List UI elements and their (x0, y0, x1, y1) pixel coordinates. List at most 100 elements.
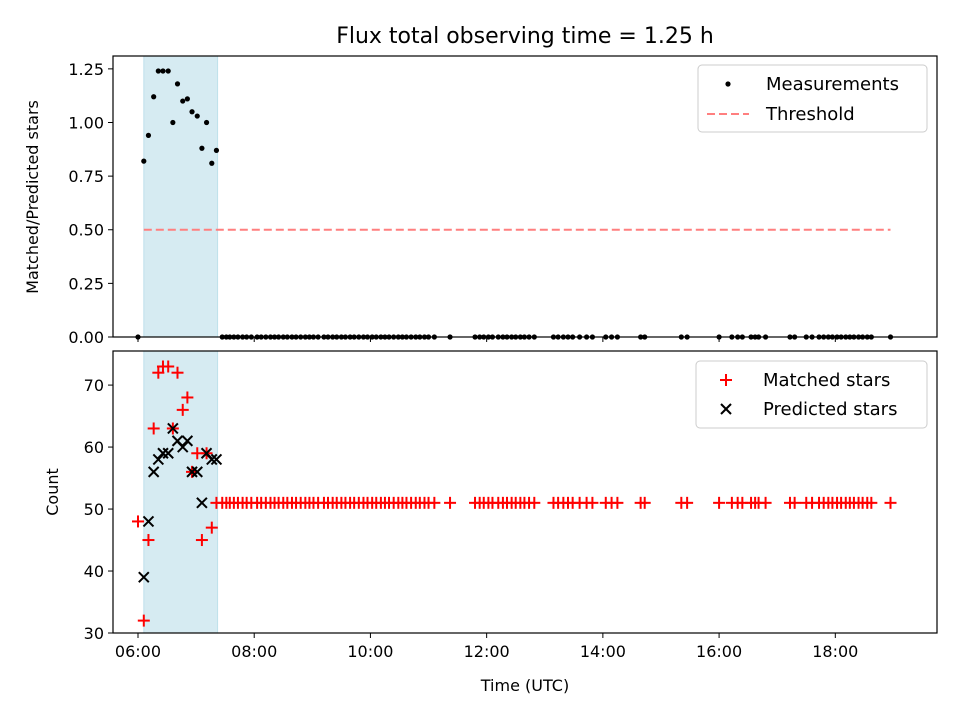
measurement-point (180, 98, 186, 104)
measurement-point (194, 113, 200, 119)
predicted-star-stroke-b (181, 435, 194, 447)
predicted-star-point (191, 466, 203, 478)
predicted-star-stroke-b (171, 435, 184, 447)
observing-window-shade-top (143, 55, 219, 338)
measurement-point (165, 68, 171, 74)
matched-star-point (205, 521, 218, 534)
matched-star-point (147, 422, 160, 435)
matched-star-point (195, 534, 208, 547)
top-panel: 0.00 0.25 0.50 0.75 1.00 1.25 Matched/Predict… (23, 55, 938, 347)
matched-star-point (428, 496, 441, 509)
top-y-axis-label: Matched/Predicted stars (23, 100, 42, 294)
predicted-star-point (196, 497, 208, 509)
legend-measurements-label: Measurements (766, 74, 899, 95)
predicted-star-point (177, 441, 189, 453)
measurement-point (199, 145, 205, 151)
measurement-point (184, 96, 190, 102)
measurement-point (170, 119, 176, 126)
predicted-star-point (138, 571, 150, 583)
matched-star-point (142, 534, 155, 547)
predicted-star-stroke-b (138, 571, 150, 583)
y-tick-label: 60 (84, 438, 104, 457)
bottom-y-axis-label: Count (43, 468, 62, 516)
y-tick-label: 0.00 (68, 328, 104, 347)
top-legend-box (697, 64, 928, 133)
predicted-star-stroke-b (162, 447, 174, 459)
bottom-x-ticks: 06:00 08:00 10:00 12:00 14:00 16:00 18:00 (115, 633, 858, 661)
predicted-star-point (157, 447, 169, 459)
y-tick-label: 30 (84, 624, 104, 643)
measurement-point (203, 119, 210, 126)
x-tick-label: 10:00 (347, 642, 393, 661)
matched-star-point (586, 496, 599, 509)
predicted-star-point (167, 422, 179, 435)
y-tick-label: 0.25 (68, 274, 104, 293)
matched-star-point (162, 360, 175, 373)
bottom-legend: Matched stars Predicted stars (695, 360, 928, 429)
y-tick-label: 1.00 (68, 113, 104, 132)
x-tick-label: 18:00 (812, 642, 858, 661)
matched-star-point (444, 496, 457, 509)
measurement-point (151, 94, 157, 100)
measurement-point (189, 109, 195, 115)
predicted-star-point (162, 447, 174, 459)
matched-star-point (152, 366, 165, 379)
matched-star-point (681, 496, 694, 509)
legend-matched-marker (720, 374, 732, 386)
predicted-star-stroke-b (157, 447, 169, 459)
matched-star-point (171, 366, 184, 379)
matched-star-point (865, 496, 878, 509)
predicted-stars-points (138, 422, 223, 583)
matched-star-point (759, 496, 772, 509)
x-tick-label: 14:00 (580, 642, 626, 661)
predicted-star-point (181, 435, 194, 447)
matched-star-point (131, 515, 144, 528)
x-axis-label: Time (UTC) (480, 676, 569, 695)
x-tick-label: 08:00 (231, 642, 277, 661)
y-tick-label: 0.75 (68, 167, 104, 186)
predicted-star-stroke-b (147, 466, 160, 478)
predicted-star-stroke-b (167, 422, 179, 435)
measurement-point (213, 147, 220, 153)
matched-star-point (884, 496, 897, 509)
predicted-star-stroke-b (177, 441, 189, 453)
y-tick-label: 70 (84, 376, 104, 395)
bottom-y-ticks: 30 40 50 60 70 (84, 376, 113, 643)
predicted-star-stroke-b (152, 453, 165, 466)
legend-matched-label: Matched stars (763, 370, 890, 391)
observing-window-shade-bottom (143, 350, 219, 634)
y-tick-label: 0.50 (68, 221, 104, 240)
predicted-star-stroke-b (191, 466, 203, 478)
predicted-star-point (186, 466, 198, 478)
legend-predicted-marker (720, 403, 732, 415)
top-axes-frame (112, 55, 938, 338)
x-tick-label: 16:00 (696, 642, 742, 661)
matched-star-point (137, 614, 150, 627)
predicted-star-stroke-b (142, 515, 155, 528)
matched-star-point (611, 496, 624, 509)
matched-star-point (528, 496, 541, 509)
matched-star-point (181, 391, 194, 404)
predicted-star-stroke-b (210, 453, 223, 466)
measurement-point (174, 81, 181, 87)
matched-star-point (713, 496, 726, 509)
matched-stars-points (131, 360, 897, 627)
bottom-axes-frame (112, 350, 938, 634)
matched-star-point (176, 403, 189, 416)
bottom-legend-box (695, 360, 928, 429)
y-tick-label: 50 (84, 500, 104, 519)
chart-title: Flux total observing time = 1.25 h (336, 24, 714, 49)
legend-measurements-marker (725, 81, 731, 87)
measurement-point (155, 68, 161, 74)
bottom-panel: 30 40 50 60 70 06:00 08:00 10:00 12:00 14:00 16:0… (43, 350, 938, 695)
observing-window-band (143, 55, 219, 338)
x-tick-label: 06:00 (115, 642, 161, 661)
legend-threshold-label: Threshold (765, 104, 855, 125)
predicted-star-stroke-b (200, 447, 213, 459)
predicted-star-point (206, 453, 218, 466)
top-x-ticks (137, 337, 836, 342)
measurement-point (145, 132, 152, 138)
predicted-star-point (152, 453, 165, 466)
predicted-star-stroke-b (206, 453, 218, 466)
